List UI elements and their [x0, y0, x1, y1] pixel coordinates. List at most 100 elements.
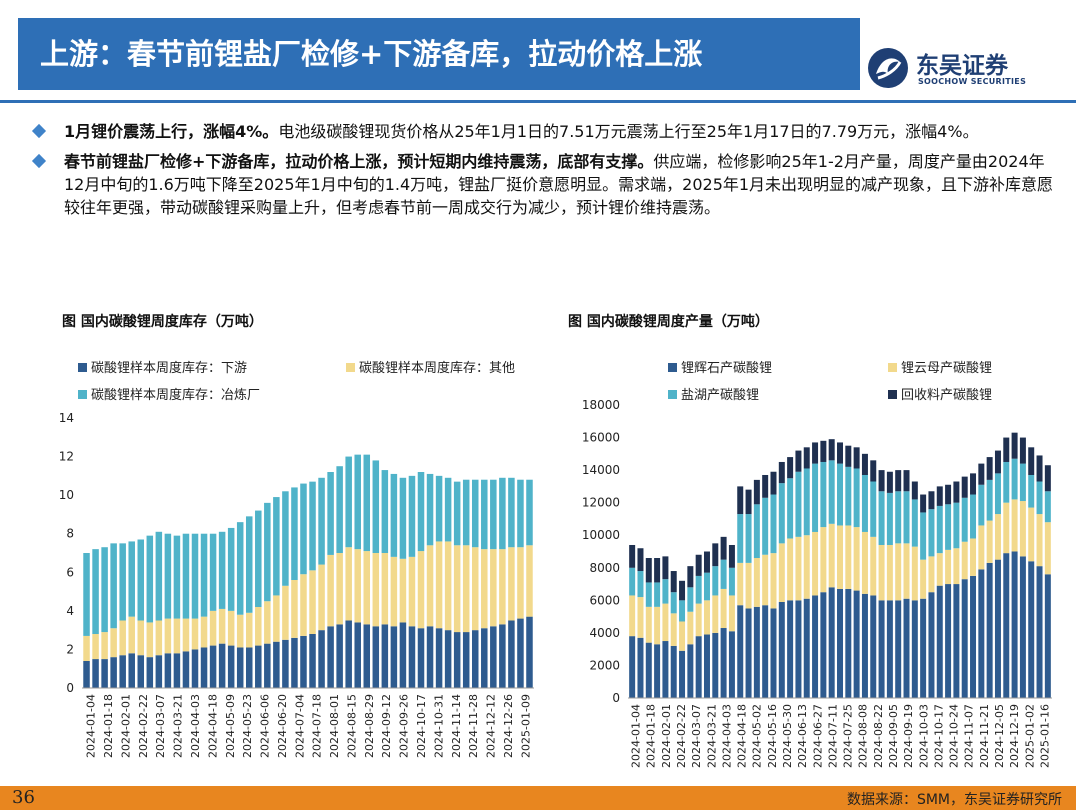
- bar-segment: [218, 608, 226, 644]
- x-tick-label: 2024-02-22: [137, 694, 150, 758]
- bar-segment: [218, 531, 226, 609]
- legend-swatch: [888, 363, 897, 372]
- bullet-body: 电池级碳酸锂现货价格从25年1月1日的7.51万元震荡上行至25年1月17日的7…: [278, 122, 979, 141]
- bar-segment: [381, 624, 389, 688]
- bar-segment: [92, 634, 99, 660]
- bar-segment: [499, 549, 506, 625]
- bar-segment: [994, 514, 1001, 560]
- bar-segment: [255, 607, 262, 646]
- bar-segment: [861, 531, 868, 594]
- y-tick-label: 6000: [589, 593, 620, 607]
- x-tick-label: 2024-09-05: [887, 704, 900, 768]
- x-tick-label: 2024-12-19: [1008, 704, 1021, 768]
- bar-segment: [462, 479, 470, 546]
- y-tick-label: 10000: [582, 528, 620, 542]
- bar-segment: [236, 614, 244, 648]
- bar-segment: [803, 535, 810, 599]
- bar-segment: [637, 548, 644, 572]
- bar-segment: [318, 630, 325, 688]
- bar-segment: [1044, 465, 1051, 492]
- bar-segment: [961, 541, 968, 580]
- bar-segment: [471, 547, 479, 631]
- bar-segment: [110, 628, 117, 658]
- bar-segment: [961, 579, 968, 698]
- y-tick-label: 6: [66, 565, 74, 579]
- bar-segment: [300, 635, 307, 688]
- bar-segment: [1019, 437, 1026, 464]
- y-tick-label: 12000: [582, 496, 620, 510]
- bar-segment: [803, 598, 810, 698]
- bar-segment: [712, 543, 719, 567]
- title-bar: 上游：春节前锂盐厂检修+下游备库，拉动价格上涨: [18, 18, 860, 90]
- bar-segment: [762, 474, 769, 498]
- x-tick-label: 2024-06-20: [276, 694, 289, 758]
- bar-segment: [110, 657, 117, 688]
- bar-segment: [209, 533, 217, 611]
- bar-segment: [895, 600, 902, 698]
- bar-segment: [787, 457, 794, 479]
- bar-segment: [970, 575, 977, 698]
- bar-segment: [399, 477, 407, 559]
- bar-segment: [173, 618, 181, 654]
- x-tick-label: 2024-05-30: [781, 704, 794, 768]
- bar-segment: [1044, 522, 1051, 575]
- bar-segment: [845, 588, 852, 698]
- bar-segment: [336, 553, 343, 625]
- bar-segment: [687, 566, 694, 588]
- bar-segment: [920, 512, 927, 560]
- bar-segment: [945, 484, 952, 505]
- legend-swatch: [346, 363, 355, 372]
- bar-segment: [481, 628, 488, 688]
- bar-segment: [354, 549, 361, 623]
- bar-segment: [687, 587, 694, 612]
- bar-segment: [895, 470, 902, 492]
- bar-segment: [662, 603, 669, 642]
- bar-segment: [886, 600, 893, 698]
- bar-segment: [737, 605, 744, 698]
- bar-segment: [978, 525, 985, 570]
- bar-segment: [803, 468, 810, 536]
- bar-segment: [282, 585, 289, 640]
- bar-segment: [327, 554, 334, 627]
- bar-segment: [137, 620, 145, 656]
- bar-segment: [336, 624, 343, 688]
- bar-segment: [209, 610, 217, 646]
- legend-label: 回收料产碳酸锂: [901, 388, 992, 403]
- bar-segment: [837, 588, 843, 698]
- bar-segment: [703, 634, 710, 698]
- bar-segment: [928, 491, 935, 510]
- bar-segment: [695, 554, 702, 576]
- bar-segment: [986, 457, 993, 480]
- bar-segment: [173, 653, 181, 688]
- bar-segment: [471, 630, 479, 688]
- bar-segment: [110, 543, 117, 629]
- bar-segment: [903, 491, 910, 544]
- bar-segment: [629, 567, 636, 596]
- bar-segment: [1019, 501, 1026, 557]
- bar-segment: [354, 622, 361, 688]
- x-tick-label: 2024-02-01: [119, 694, 132, 758]
- bar-segment: [994, 559, 1001, 698]
- bar-segment: [845, 445, 852, 467]
- header-divider: [0, 100, 1076, 103]
- bar-segment: [953, 584, 960, 698]
- bar-segment: [381, 553, 389, 625]
- bar-segment: [1028, 507, 1035, 562]
- bar-segment: [961, 497, 968, 542]
- x-tick-label: 2024-05-16: [766, 704, 779, 768]
- bar-segment: [1011, 458, 1018, 500]
- x-tick-label: 2024-11-21: [978, 704, 991, 768]
- bar-segment: [444, 541, 452, 631]
- bar-segment: [770, 494, 777, 554]
- y-tick-label: 8000: [589, 561, 620, 575]
- x-tick-label: 2024-08-08: [857, 704, 870, 768]
- bar-segment: [381, 470, 389, 553]
- x-tick-label: 2024-05-23: [241, 694, 254, 758]
- bullet-body: 供应端，检修影响25年1-2月产量，周度产量由2024年12月中旬的1.6万吨下…: [64, 152, 1054, 217]
- bullet-lead: 1月锂价震荡上行，涨幅4%。: [64, 122, 279, 141]
- x-tick-label: 2024-08-22: [872, 704, 885, 768]
- bar-segment: [327, 472, 334, 555]
- bar-segment: [812, 463, 819, 532]
- bar-segment: [812, 595, 819, 698]
